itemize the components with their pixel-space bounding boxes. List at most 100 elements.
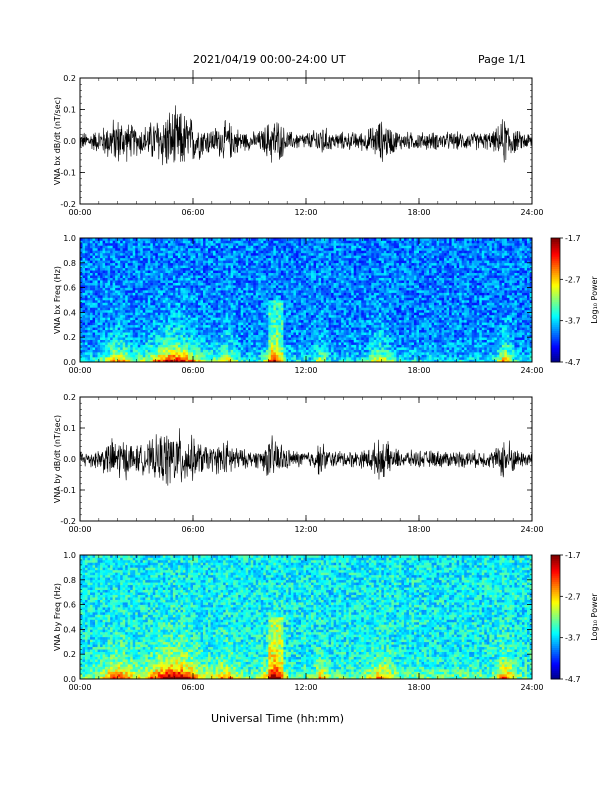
heatmap-cell — [110, 354, 113, 358]
heatmap-cell — [265, 250, 269, 254]
heatmap-cell — [205, 357, 209, 360]
heatmap-cell — [177, 354, 181, 358]
heatmap-cell — [112, 242, 116, 246]
heatmap-cell — [230, 247, 234, 251]
heatmap-cell — [255, 242, 259, 246]
heatmap-cell — [265, 319, 269, 323]
heatmap-cell — [187, 342, 191, 345]
heatmap-cell — [278, 280, 282, 283]
heatmap-cell — [265, 317, 269, 321]
heatmap-cell — [300, 270, 304, 274]
heatmap-cell — [245, 285, 249, 288]
heatmap-cell — [180, 275, 184, 278]
heatmap-cell — [298, 240, 302, 244]
heatmap-cell — [170, 270, 174, 274]
heatmap-cell — [268, 255, 272, 259]
heatmap-cell — [85, 352, 88, 355]
heatmap-cell — [198, 359, 201, 363]
heatmap-cell — [303, 290, 307, 293]
heatmap-cell — [255, 337, 259, 340]
heatmap-cell — [275, 344, 279, 348]
heatmap-cell — [162, 359, 166, 363]
heatmap-cell — [303, 240, 307, 244]
heatmap-cell — [167, 255, 171, 259]
heatmap-cell — [311, 347, 314, 350]
heatmap-cell — [120, 255, 123, 259]
heatmap-cell — [165, 349, 169, 353]
heatmap-cell — [142, 250, 146, 254]
heatmap-cell — [115, 277, 118, 281]
heatmap-cell — [240, 280, 244, 283]
heatmap-cell — [215, 247, 219, 251]
heatmap-cell — [238, 247, 242, 251]
heatmap-cell — [87, 312, 91, 316]
heatmap-cell — [150, 295, 154, 298]
heatmap-cell — [311, 242, 314, 246]
heatmap-cell — [167, 327, 171, 331]
heatmap-cell — [245, 295, 249, 298]
heatmap-cell — [177, 255, 181, 259]
heatmap-cell — [115, 260, 118, 264]
heatmap-cell — [213, 257, 216, 261]
heatmap-cell — [110, 247, 113, 251]
heatmap-cell — [165, 262, 169, 266]
heatmap-cell — [273, 302, 277, 306]
heatmap-cell — [258, 287, 262, 291]
heatmap-cell — [205, 275, 209, 278]
heatmap-cell — [185, 267, 189, 271]
heatmap-cell — [120, 265, 123, 269]
heatmap-cell — [132, 262, 136, 266]
heatmap-cell — [250, 354, 254, 358]
heatmap-cell — [288, 354, 292, 358]
heatmap-cell — [137, 297, 141, 301]
heatmap-cell — [248, 339, 252, 343]
heatmap-cell — [127, 292, 131, 296]
heatmap-cell — [243, 322, 247, 326]
heatmap-cell — [300, 250, 304, 254]
heatmap-cell — [208, 339, 211, 343]
heatmap-cell — [280, 344, 284, 348]
heatmap-cell — [293, 342, 297, 345]
heatmap-cell — [172, 307, 176, 311]
heatmap-cell — [107, 238, 111, 241]
heatmap-cell — [135, 245, 139, 249]
heatmap-cell — [100, 265, 103, 269]
heatmap-cell — [120, 329, 123, 333]
heatmap-cell — [147, 354, 151, 358]
heatmap-cell — [220, 329, 224, 333]
heatmap-cell — [288, 342, 292, 345]
heatmap-cell — [288, 275, 292, 278]
heatmap-cell — [137, 337, 141, 340]
heatmap-cell — [172, 304, 176, 308]
heatmap-cell — [137, 250, 141, 254]
heatmap-cell — [275, 357, 279, 360]
heatmap-cell — [253, 280, 257, 283]
heatmap-cell — [190, 240, 194, 244]
heatmap-cell — [105, 354, 108, 358]
heatmap-cell — [318, 339, 322, 343]
heatmap-cell — [260, 262, 264, 266]
heatmap-cell — [255, 314, 259, 318]
heatmap-cell — [278, 342, 282, 345]
heatmap-cell — [265, 314, 269, 318]
heatmap-cell — [225, 352, 229, 355]
heatmap-cell — [290, 242, 294, 246]
x-tick-label: 18:00 — [407, 208, 430, 217]
heatmap-cell — [213, 302, 216, 306]
heatmap-cell — [298, 314, 302, 318]
heatmap-cell — [225, 342, 229, 345]
heatmap-cell — [122, 314, 126, 318]
heatmap-cell — [132, 304, 136, 308]
heatmap-cell — [245, 250, 249, 254]
heatmap-cell — [258, 240, 262, 244]
heatmap-cell — [255, 285, 259, 288]
heatmap-cell — [152, 265, 156, 269]
x-tick-label: 12:00 — [294, 208, 317, 217]
heatmap-cell — [140, 272, 144, 276]
heatmap-cell — [218, 290, 221, 293]
heatmap-cell — [193, 332, 196, 336]
heatmap-cell — [270, 247, 274, 251]
heatmap-cell — [243, 357, 247, 360]
heatmap-cell — [155, 304, 159, 308]
heatmap-cell — [82, 262, 86, 266]
